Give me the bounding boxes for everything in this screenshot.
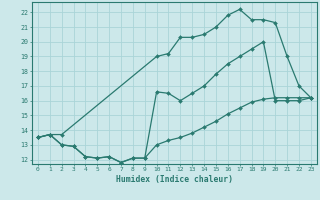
X-axis label: Humidex (Indice chaleur): Humidex (Indice chaleur) — [116, 175, 233, 184]
